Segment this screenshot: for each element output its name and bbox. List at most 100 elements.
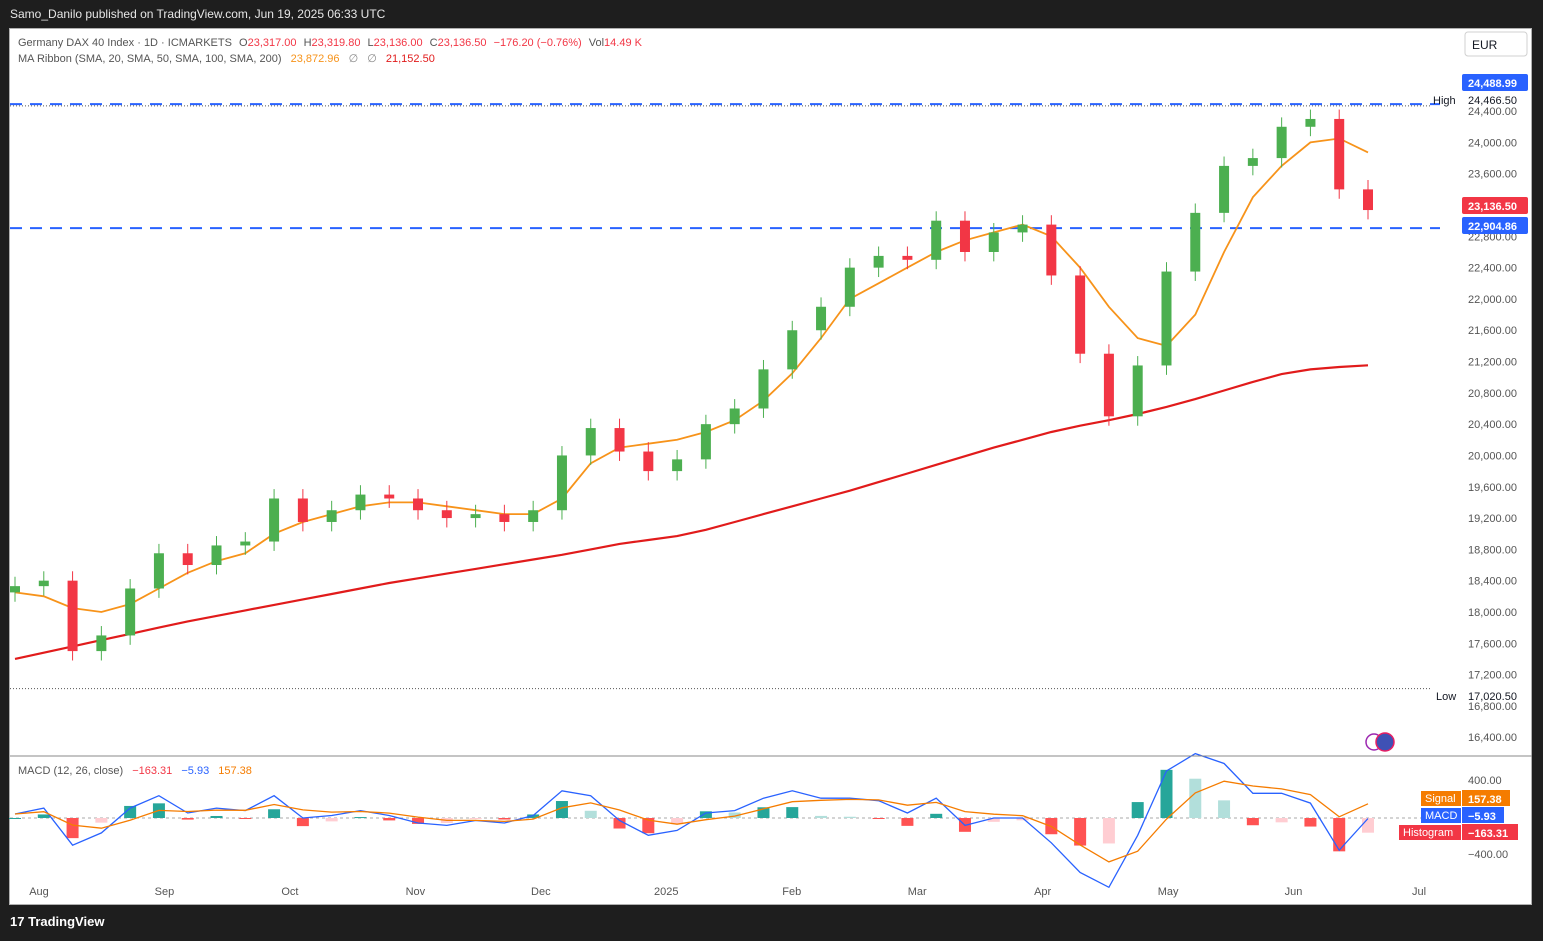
macd-histogram-bar — [930, 813, 943, 818]
price-tick-label: 24,400.00 — [1468, 106, 1517, 118]
candle-body[interactable] — [355, 494, 366, 511]
candle-body[interactable] — [556, 455, 567, 511]
macd-histogram-bar — [1275, 818, 1288, 823]
candle-body[interactable] — [499, 514, 510, 522]
legend-line-1: Germany DAX 40 Index · 1D · ICMARKETS O2… — [18, 37, 643, 49]
legend-close-label: C — [430, 37, 438, 49]
histogram-label: Histogram — [1403, 827, 1453, 839]
candle-body[interactable] — [182, 553, 193, 566]
legend-vol-label: Vol — [589, 37, 604, 49]
candle-body[interactable] — [1132, 365, 1143, 417]
candle-body[interactable] — [413, 498, 424, 511]
macd-histogram-bar — [1246, 818, 1259, 826]
price-tick-label: 17,600.00 — [1468, 638, 1517, 650]
candle-body[interactable] — [758, 369, 769, 409]
legend-symbol: Germany DAX 40 Index · 1D · ICMARKETS — [18, 37, 232, 49]
candle-body[interactable] — [125, 588, 136, 636]
candle-body[interactable] — [585, 428, 596, 456]
candle-body[interactable] — [96, 635, 107, 652]
globe-icon[interactable] — [1375, 732, 1395, 752]
candle-body[interactable] — [700, 424, 711, 460]
last-price-value: 23,136.50 — [1468, 201, 1517, 213]
candle-body[interactable] — [1363, 189, 1373, 211]
candle-body[interactable] — [1334, 118, 1345, 190]
currency-label: EUR — [1472, 38, 1498, 52]
price-tick-label: 18,400.00 — [1468, 576, 1517, 588]
candle-body[interactable] — [1305, 118, 1316, 127]
macd-histogram-bar — [642, 818, 655, 834]
candle-body[interactable] — [1046, 224, 1057, 276]
macd-histogram-bar — [325, 818, 338, 822]
candle-body[interactable] — [902, 255, 913, 260]
candle-body[interactable] — [441, 510, 452, 519]
candle-body[interactable] — [528, 510, 539, 522]
level-bottom-tag — [1462, 217, 1528, 234]
time-axis-label: Oct — [281, 886, 298, 898]
macd-histogram-bar — [1160, 769, 1173, 818]
price-tick-label: 16,800.00 — [1468, 701, 1517, 713]
tradingview-logo[interactable]: 17 TradingView — [10, 914, 104, 929]
macd-histogram-bar — [469, 818, 482, 819]
macd-histogram-bar — [1016, 818, 1029, 821]
candle-body[interactable] — [873, 255, 884, 268]
macd-histogram-bar — [872, 818, 885, 819]
candle-body[interactable] — [211, 545, 222, 566]
candle-body[interactable] — [153, 553, 164, 589]
candle-body[interactable] — [1276, 126, 1287, 159]
time-axis-label: Mar — [908, 886, 927, 898]
candle-body[interactable] — [787, 330, 798, 370]
macd-histogram-bar — [498, 818, 511, 820]
macd-histogram-bar — [1333, 818, 1346, 852]
candle-body[interactable] — [1017, 224, 1028, 233]
signal-line[interactable] — [14, 780, 1369, 863]
candle-body[interactable] — [240, 541, 251, 546]
candle-body[interactable] — [844, 267, 855, 307]
candle-body[interactable] — [1247, 158, 1258, 166]
candle-body[interactable] — [931, 220, 942, 260]
time-axis-label: Nov — [406, 886, 426, 898]
macd-histogram-bar — [786, 807, 799, 818]
sma20-line[interactable] — [14, 137, 1369, 613]
publisher-bar: Samo_Danilo published on TradingView.com… — [0, 0, 1543, 28]
macd-histogram-bar — [901, 818, 914, 826]
candle-body[interactable] — [729, 408, 740, 425]
candle-body[interactable] — [614, 428, 625, 452]
candle-body[interactable] — [269, 498, 280, 542]
candle-body[interactable] — [959, 220, 970, 252]
candle-body[interactable] — [1161, 271, 1172, 366]
signal-value: 157.38 — [1468, 794, 1502, 806]
ma-ribbon-title: MA Ribbon (SMA, 20, SMA, 50, SMA, 100, S… — [18, 53, 282, 65]
macd-histogram-bar — [584, 810, 597, 818]
chart-frame[interactable] — [9, 28, 1532, 905]
candle-body[interactable] — [10, 586, 20, 593]
currency-button[interactable] — [1464, 31, 1528, 57]
candle-body[interactable] — [1075, 275, 1086, 354]
candle-body[interactable] — [816, 306, 827, 331]
candle-body[interactable] — [470, 514, 481, 519]
level-top-value: 24,488.99 — [1468, 78, 1517, 90]
time-axis-label: May — [1158, 886, 1179, 898]
candle-body[interactable] — [67, 580, 78, 652]
candle-body[interactable] — [38, 580, 49, 587]
legend-change: −176.20 (−0.76%) — [494, 37, 582, 49]
histogram-value-tag — [1462, 824, 1518, 840]
sma200-line[interactable] — [14, 364, 1369, 660]
macd-histogram-bar — [815, 815, 828, 818]
price-tick-label: 17,200.00 — [1468, 670, 1517, 682]
price-tick-label: 21,200.00 — [1468, 357, 1517, 369]
candle-body[interactable] — [1219, 165, 1230, 213]
time-axis-label: Aug — [29, 886, 49, 898]
candle-body[interactable] — [326, 510, 337, 522]
candle-body[interactable] — [643, 451, 654, 472]
candle-body[interactable] — [1190, 212, 1201, 272]
candle-body[interactable] — [297, 498, 308, 522]
candle-body[interactable] — [384, 494, 395, 499]
macd-legend: MACD (12, 26, close) −163.31 −5.93 157.3… — [18, 765, 252, 777]
macd-histogram-bar — [66, 818, 79, 839]
candle-body[interactable] — [672, 459, 683, 472]
candle-body[interactable] — [1103, 353, 1114, 417]
price-tick-label: 20,000.00 — [1468, 450, 1517, 462]
time-axis-label: Dec — [531, 886, 551, 898]
candle-body[interactable] — [988, 232, 999, 252]
